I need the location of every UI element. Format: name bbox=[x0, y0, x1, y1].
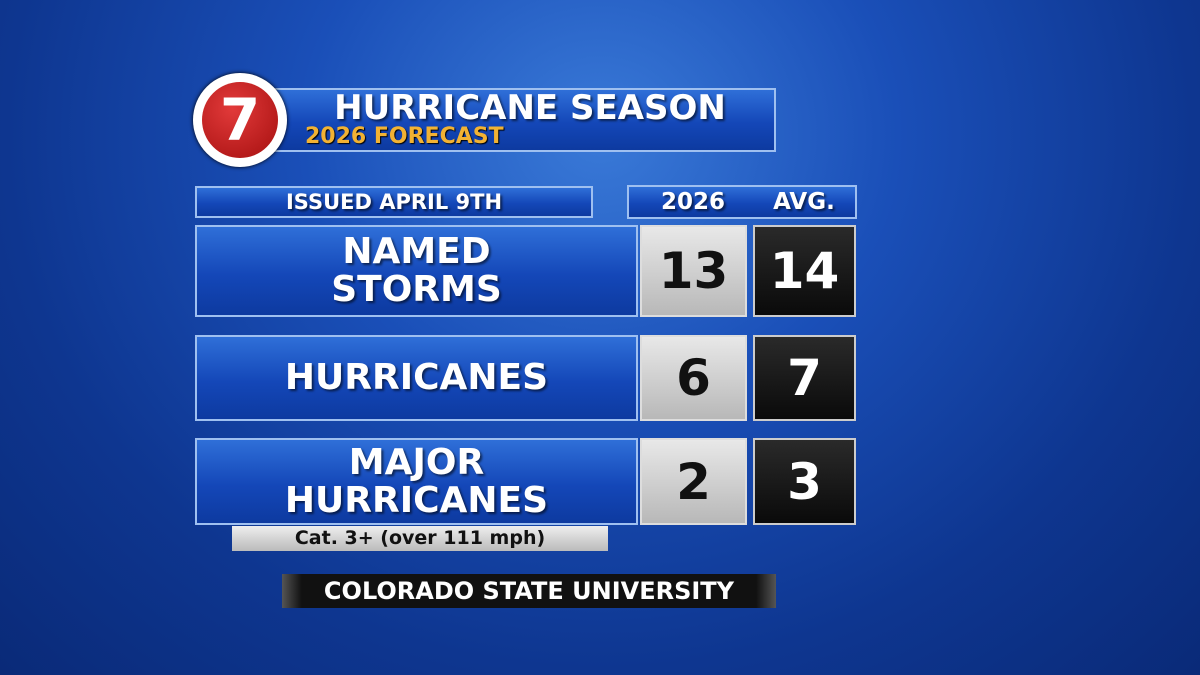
row-label: NAMED STORMS bbox=[195, 225, 638, 317]
title-box bbox=[270, 88, 776, 152]
row-label-line: MAJOR bbox=[348, 441, 485, 483]
logo: 7 bbox=[202, 82, 278, 158]
column-header: AVG. bbox=[773, 189, 835, 215]
forecast-value: 2 bbox=[640, 438, 747, 525]
note: Cat. 3+ (over 111 mph) bbox=[232, 526, 608, 551]
average-value: 7 bbox=[753, 335, 856, 421]
row-label-line: NAMED bbox=[342, 231, 491, 272]
source: COLORADO STATE UNIVERSITY bbox=[282, 574, 776, 608]
title: HURRICANE SEASON bbox=[334, 88, 726, 128]
column-header: 2026 bbox=[660, 189, 725, 215]
subtitle: 2026 FORECAST bbox=[305, 124, 504, 149]
forecast-value: 13 bbox=[640, 225, 747, 317]
row-label-line: STORMS bbox=[331, 269, 502, 310]
column-header-box bbox=[627, 185, 857, 219]
row-label-line: HURRICANES bbox=[284, 357, 549, 398]
row-label: MAJOR HURRICANES bbox=[195, 438, 638, 525]
average-value: 3 bbox=[753, 438, 856, 525]
forecast-value: 6 bbox=[640, 335, 747, 421]
row-label: HURRICANES bbox=[195, 335, 638, 421]
row-label-line: HURRICANES bbox=[284, 479, 549, 521]
average-value: 14 bbox=[753, 225, 856, 317]
issued-date: ISSUED APRIL 9TH bbox=[195, 186, 593, 218]
